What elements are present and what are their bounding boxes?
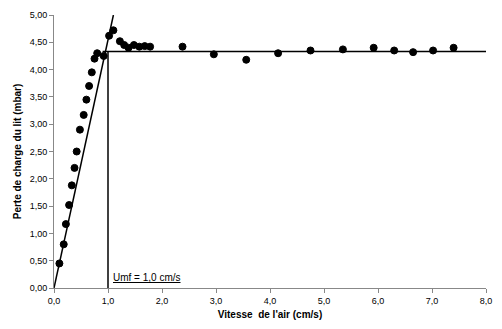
svg-text:1,0: 1,0: [102, 296, 115, 306]
svg-text:0,0: 0,0: [48, 296, 61, 306]
svg-text:2,50: 2,50: [30, 147, 48, 157]
svg-text:2,00: 2,00: [30, 174, 48, 184]
svg-text:1,50: 1,50: [30, 201, 48, 211]
svg-text:4,0: 4,0: [264, 296, 277, 306]
svg-text:4,50: 4,50: [30, 37, 48, 47]
svg-text:Vitesse de l'air (cm/s): Vitesse de l'air (cm/s): [218, 309, 322, 320]
svg-text:3,00: 3,00: [30, 119, 48, 129]
svg-text:6,0: 6,0: [372, 296, 385, 306]
svg-text:8,0: 8,0: [480, 296, 493, 306]
svg-text:Perte de charge du lit (mbar): Perte de charge du lit (mbar): [12, 84, 23, 220]
svg-text:0,50: 0,50: [30, 256, 48, 266]
svg-text:2,0: 2,0: [156, 296, 169, 306]
svg-text:5,0: 5,0: [318, 296, 331, 306]
svg-text:4,00: 4,00: [30, 65, 48, 75]
svg-text:5,00: 5,00: [30, 10, 48, 20]
svg-text:0,00: 0,00: [30, 283, 48, 293]
svg-text:1,00: 1,00: [30, 229, 48, 239]
svg-text:7,0: 7,0: [426, 296, 439, 306]
svg-text:3,50: 3,50: [30, 92, 48, 102]
svg-text:Umf = 1,0 cm/s: Umf = 1,0 cm/s: [113, 272, 181, 283]
svg-text:3,0: 3,0: [210, 296, 223, 306]
